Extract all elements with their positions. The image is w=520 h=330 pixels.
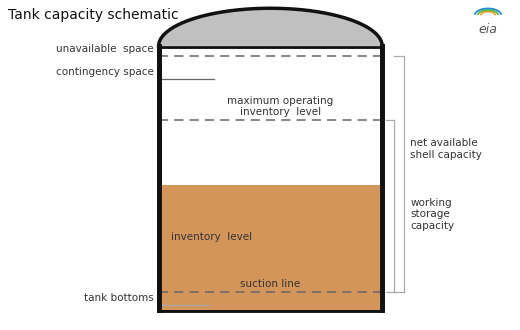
- Text: net available
shell capacity: net available shell capacity: [410, 138, 482, 160]
- Text: eia: eia: [478, 23, 498, 36]
- Bar: [159, 185, 382, 310]
- Text: contingency space: contingency space: [56, 67, 153, 77]
- Text: unavailable  space: unavailable space: [56, 44, 153, 54]
- Bar: [159, 46, 382, 310]
- Text: working
storage
capacity: working storage capacity: [410, 198, 454, 231]
- Text: inventory  level: inventory level: [171, 233, 252, 243]
- Text: maximum operating
inventory  level: maximum operating inventory level: [227, 96, 333, 117]
- Text: tank bottoms: tank bottoms: [84, 293, 153, 303]
- Text: suction line: suction line: [240, 279, 301, 289]
- Text: Tank capacity schematic: Tank capacity schematic: [8, 8, 179, 22]
